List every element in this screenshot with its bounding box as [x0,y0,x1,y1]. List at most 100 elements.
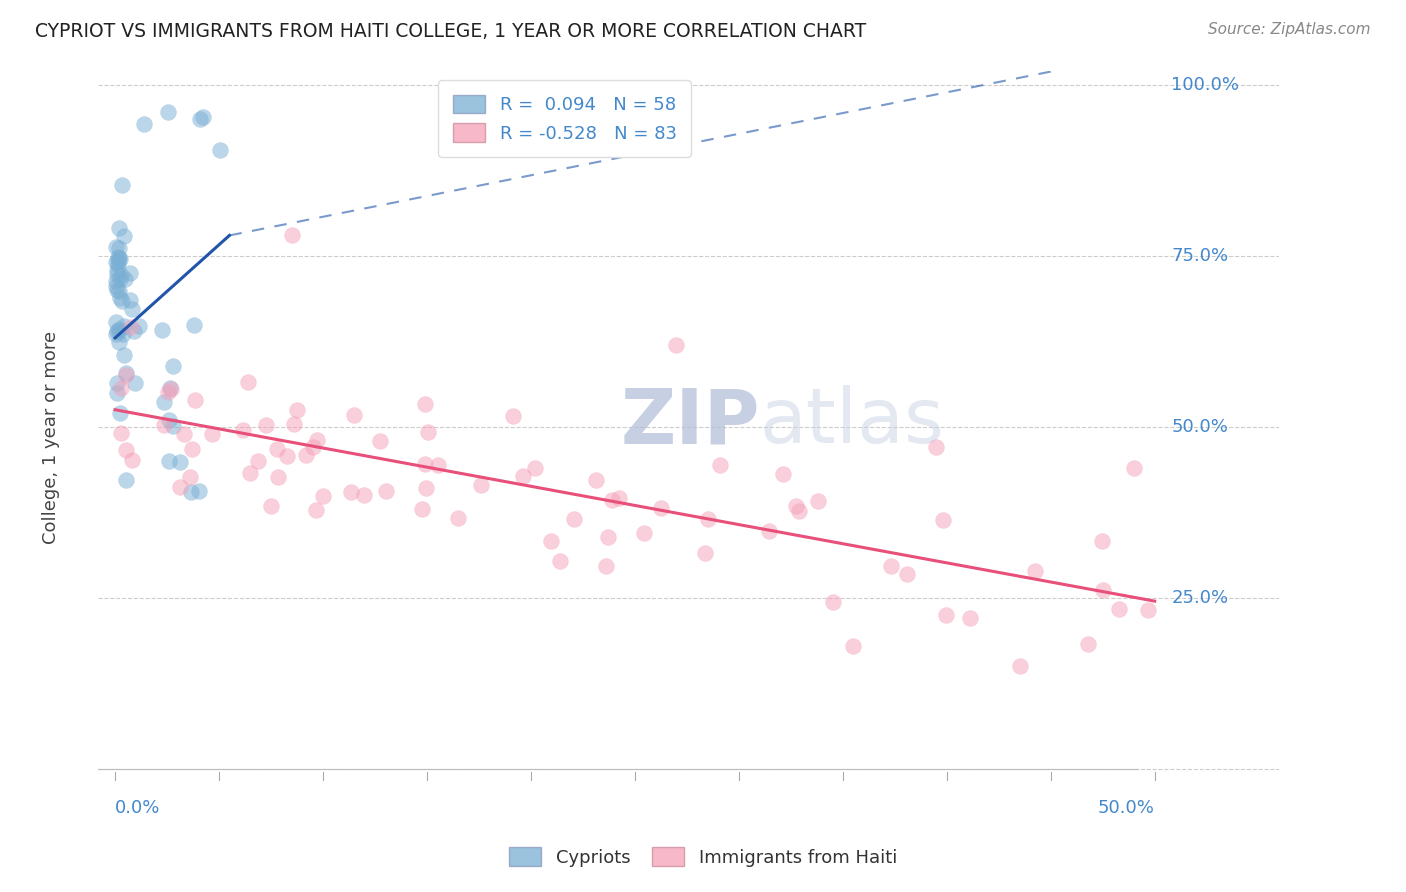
Point [232,424,254,438]
Point [150,323,173,337]
Point [108,321,131,335]
Point [411,501,433,516]
Point [179,470,201,484]
Point [470,477,492,491]
Point [1137,603,1160,617]
Point [110,426,132,441]
Point [108,291,131,305]
Point [105,385,128,400]
Point [114,473,136,487]
Point [665,338,688,352]
Point [208,143,231,157]
Point [600,493,623,508]
Point [105,327,128,342]
Point [254,418,277,433]
Point [105,283,128,297]
Point [807,494,830,508]
Point [239,466,262,480]
Point [823,595,845,609]
Point [112,326,135,341]
Point [925,440,948,454]
Point [1122,460,1144,475]
Point [108,221,131,235]
Point [935,607,957,622]
Point [108,252,131,267]
Point [1091,533,1114,548]
Point [115,368,138,382]
Point [105,268,128,282]
Point [108,271,131,285]
Point [512,469,534,483]
Point [1008,659,1031,673]
Point [548,554,571,568]
Point [523,461,546,475]
Point [105,255,128,269]
Point [153,395,176,409]
Point [787,504,810,518]
Point [709,458,731,472]
Point [295,448,318,462]
Point [285,403,308,417]
Point [108,242,131,256]
Point [108,324,131,338]
Point [772,467,794,482]
Point [758,524,780,538]
Point [114,443,136,458]
Point [842,639,865,653]
Point [236,375,259,389]
Point [260,499,283,513]
Point [173,427,195,442]
Point [183,318,205,332]
Point [107,250,129,264]
Point [160,382,183,396]
Point [107,253,129,268]
Point [785,499,807,513]
Point [105,315,128,329]
Text: 0.0%: 0.0% [115,799,160,817]
Legend: Cypriots, Immigrants from Haiti: Cypriots, Immigrants from Haiti [502,840,904,874]
Point [108,334,131,349]
Text: atlas: atlas [759,385,945,459]
Text: College, 1 year or more: College, 1 year or more [42,331,60,543]
Point [122,324,145,338]
Point [633,525,655,540]
Point [105,324,128,338]
Point [105,240,128,254]
Point [343,408,366,422]
Point [281,228,304,243]
Point [121,453,143,467]
Point [266,442,288,456]
Point [128,319,150,334]
Point [188,484,211,499]
Point [307,433,329,447]
Point [896,567,918,582]
Point [120,320,142,334]
Text: 100.0%: 100.0% [1171,76,1239,94]
Point [156,385,179,400]
Point [370,434,392,449]
Point [413,397,436,411]
Point [114,272,136,286]
Point [283,417,305,432]
Point [105,263,128,277]
Point [598,530,620,544]
Point [375,484,398,499]
Point [184,392,207,407]
Point [932,513,955,527]
Point [105,278,128,293]
Text: ZIP: ZIP [620,385,759,459]
Point [502,409,524,423]
Legend: R =  0.094   N = 58, R = -0.528   N = 83: R = 0.094 N = 58, R = -0.528 N = 83 [439,80,690,157]
Point [118,266,141,280]
Point [353,488,375,502]
Point [267,470,290,484]
Point [879,558,901,573]
Point [169,455,191,469]
Point [959,611,981,625]
Point [124,376,146,391]
Point [152,418,174,433]
Point [1091,583,1114,598]
Point [169,480,191,494]
Point [595,558,617,573]
Point [697,512,720,526]
